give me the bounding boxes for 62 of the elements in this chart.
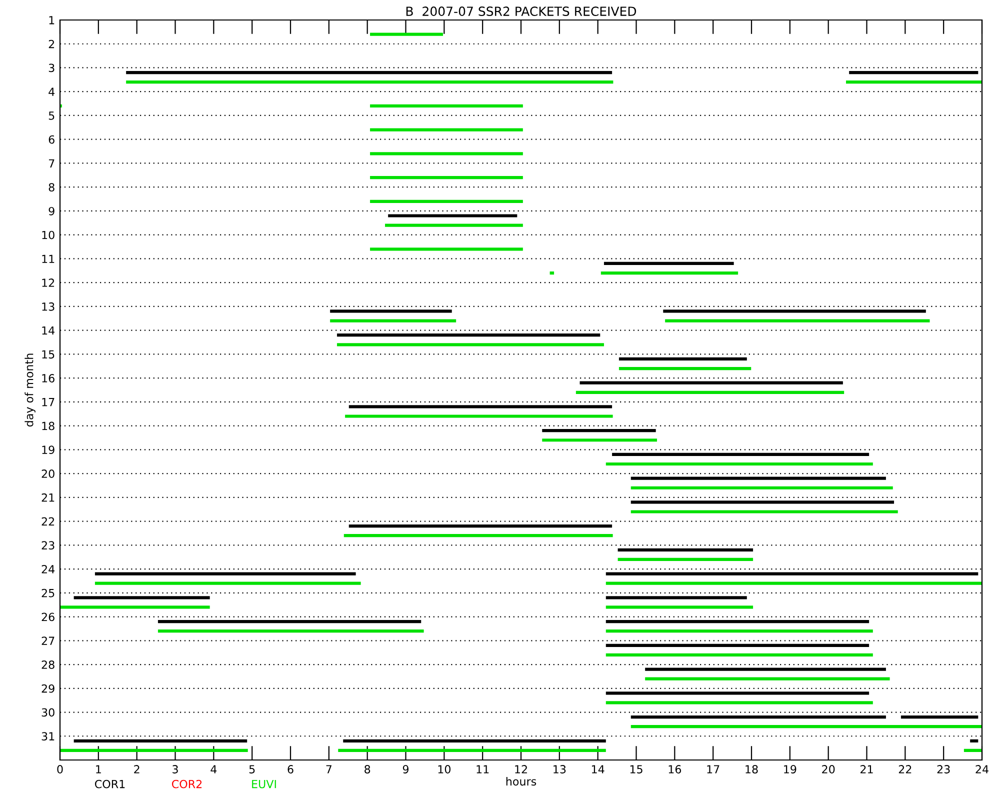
x-tick-label: 19 xyxy=(784,765,796,774)
x-axis-title: hours xyxy=(506,777,536,786)
x-tick-label: 15 xyxy=(630,765,642,774)
y-tick-label: 14 xyxy=(42,326,55,335)
x-tick-label: 21 xyxy=(860,765,873,774)
x-tick-label: 10 xyxy=(438,765,450,774)
legend-label: COR2 xyxy=(172,780,202,788)
x-tick-label: 6 xyxy=(288,765,294,774)
y-tick-label: 13 xyxy=(42,302,54,311)
y-tick-label: 8 xyxy=(48,183,54,192)
x-tick-label: 4 xyxy=(210,765,217,774)
y-tick-label: 22 xyxy=(42,517,54,526)
y-tick-label: 6 xyxy=(48,135,54,144)
x-tick-label: 3 xyxy=(172,765,178,774)
y-tick-label: 28 xyxy=(42,660,54,669)
y-axis-title: day of month xyxy=(24,354,36,427)
y-tick-label: 31 xyxy=(42,732,54,741)
y-tick-label: 24 xyxy=(42,565,55,574)
y-tick-label: 21 xyxy=(42,493,54,502)
y-tick-label: 19 xyxy=(42,446,54,454)
x-tick-label: 13 xyxy=(554,765,566,774)
x-tick-label: 18 xyxy=(746,765,758,774)
y-tick-label: 1 xyxy=(49,16,54,24)
y-tick-label: 5 xyxy=(48,112,54,120)
y-tick-label: 3 xyxy=(48,64,54,72)
x-tick-label: 16 xyxy=(668,765,682,774)
text: EUVI xyxy=(252,780,276,788)
y-tick-label: 2 xyxy=(48,40,54,48)
y-tick-label: 30 xyxy=(42,708,54,717)
x-tick-label: 23 xyxy=(937,765,950,774)
x-tick-label: 8 xyxy=(364,765,370,774)
y-tick-label: 25 xyxy=(42,588,54,598)
x-tick-label: 12 xyxy=(515,765,527,774)
chart-title: B 2007-07 SSR2 PACKETS RECEIVED xyxy=(406,6,636,16)
y-tick-label: 20 xyxy=(42,470,54,478)
y-tick-label: 11 xyxy=(42,254,54,263)
y-tick-label: 16 xyxy=(42,374,54,382)
x-tick-label: 5 xyxy=(249,765,255,774)
x-tick-label: 0 xyxy=(57,765,63,774)
y-tick-label: 7 xyxy=(48,159,54,168)
y-tick-label: 27 xyxy=(42,636,54,645)
y-tick-label: 15 xyxy=(42,350,54,359)
x-tick-label: 9 xyxy=(402,765,409,774)
y-tick-label: 29 xyxy=(42,684,54,693)
x-tick-label: 11 xyxy=(476,765,489,774)
x-tick-label: 1 xyxy=(96,765,101,774)
y-tick-label: 23 xyxy=(42,541,54,550)
y-tick-label: 9 xyxy=(48,206,54,216)
y-tick-label: 4 xyxy=(48,88,55,96)
y-tick-label: 12 xyxy=(42,278,54,287)
x-tick-label: 14 xyxy=(592,765,604,774)
x-tick-label: 24 xyxy=(976,765,988,774)
y-tick-label: 10 xyxy=(42,230,54,240)
y-tick-label: 18 xyxy=(42,422,54,430)
y-tick-label: 26 xyxy=(42,612,54,622)
x-tick-label: 7 xyxy=(326,765,332,774)
x-tick-label: 2 xyxy=(134,765,140,774)
text: COR1 xyxy=(94,780,125,788)
x-tick-label: 22 xyxy=(898,765,912,774)
x-tick-label: 17 xyxy=(707,765,720,774)
y-tick-label: 17 xyxy=(42,398,54,406)
x-tick-label: 20 xyxy=(822,765,835,774)
